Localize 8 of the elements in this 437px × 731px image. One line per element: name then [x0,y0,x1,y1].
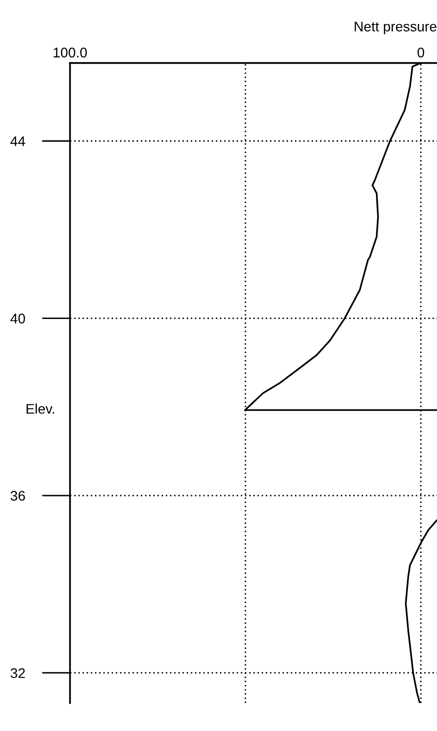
y-tick-label: 44 [10,136,26,146]
x-tick-label: 100.0 [54,48,87,58]
y-tick-label: 36 [10,490,25,501]
y-tick-label: 32 [10,668,25,678]
x-tick-label: 0 [418,48,424,58]
y-tick-label: 40 [10,314,26,324]
x-axis-title: Nett pressure [354,22,436,34]
y-axis-title: Elev. [26,404,54,414]
